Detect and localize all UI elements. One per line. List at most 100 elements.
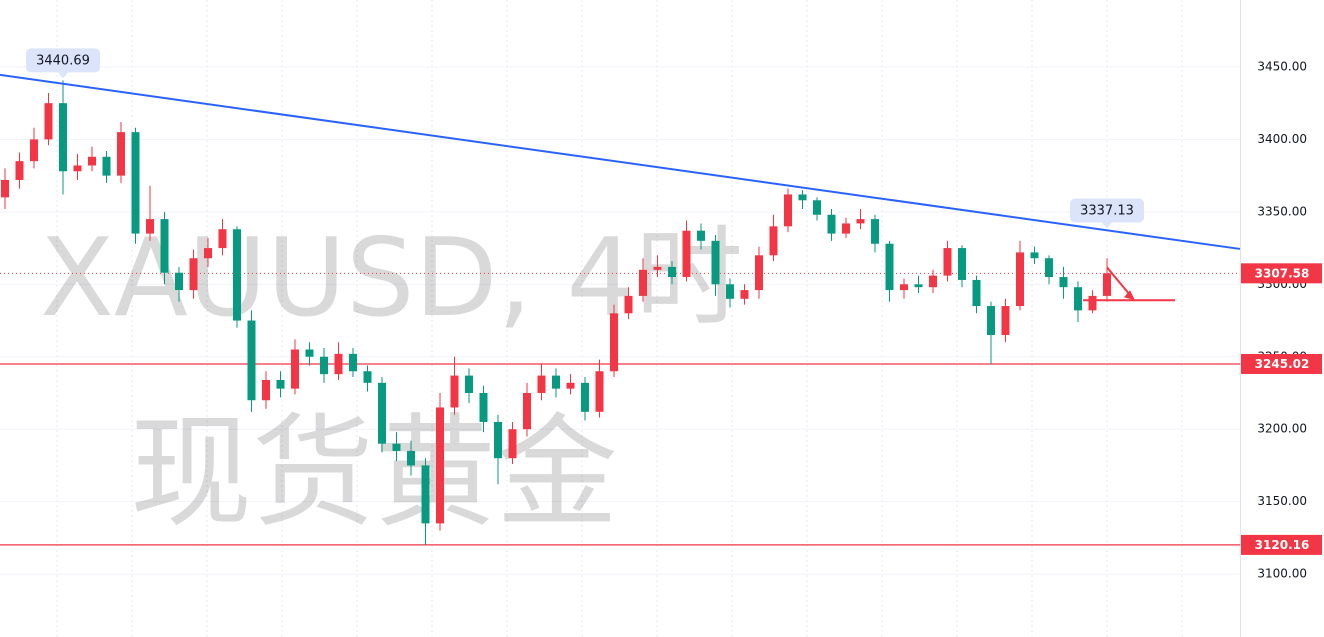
candle-body (465, 375, 473, 393)
candle-body (1045, 258, 1053, 278)
y-tick-label: 3350.00 (1257, 204, 1307, 218)
candle-body (1059, 277, 1068, 288)
watermark: XAUUSD, 4时 (40, 216, 743, 341)
candle-body (769, 226, 778, 256)
candle-body (160, 219, 169, 273)
arrow-head (1124, 290, 1135, 301)
price-label-box (1241, 534, 1322, 555)
candle-body (900, 284, 908, 291)
candle-body (378, 382, 386, 444)
candle-body (44, 103, 53, 140)
candle-body (668, 266, 676, 278)
candle-body (407, 450, 415, 466)
candle-body (537, 375, 546, 393)
candle-body (117, 132, 125, 176)
price-label: 3307.58 (1255, 266, 1310, 280)
candle-body (1030, 252, 1039, 259)
candle-body (624, 295, 633, 314)
annotation-box (26, 48, 100, 73)
candle-body (914, 284, 923, 288)
candle-body (30, 139, 38, 162)
candle-body (639, 269, 647, 296)
candle-body (972, 279, 981, 307)
candle-body (392, 443, 401, 451)
candle-body (218, 229, 227, 249)
candle-body (827, 214, 836, 234)
price-label: 3245.02 (1255, 357, 1310, 371)
candle-body (131, 132, 140, 234)
candle-body (987, 306, 995, 336)
candle-body (943, 248, 952, 276)
price-axis (1240, 0, 1324, 637)
candle-body (189, 258, 198, 291)
y-tick-label: 3100.00 (1257, 567, 1307, 581)
candle-body (450, 375, 459, 408)
candle-body (552, 375, 560, 389)
y-tick-label: 3450.00 (1257, 59, 1307, 73)
candle-body (59, 103, 67, 172)
time-grid (0, 0, 1240, 637)
candle-body (581, 382, 589, 412)
candle-body (653, 266, 662, 270)
candle-body (73, 165, 82, 172)
candle-body (1088, 295, 1097, 311)
candle-body (175, 272, 183, 291)
y-tick-label: 3150.00 (1257, 494, 1307, 508)
candle-body (421, 465, 430, 524)
candle-body (566, 382, 575, 389)
candle-body (813, 200, 821, 215)
candle-body (595, 371, 604, 412)
annotation-pointer (1102, 222, 1112, 229)
candle-body (711, 240, 720, 285)
candle-body (1016, 252, 1024, 307)
candle-body (929, 275, 937, 288)
candle-body (233, 229, 241, 321)
candle-body (508, 429, 517, 459)
candle-body (247, 320, 256, 401)
price-label-box (1241, 263, 1322, 284)
candle-body (291, 349, 299, 389)
candle-body (682, 230, 691, 278)
annotation-label: 3440.69 (36, 53, 90, 68)
price-label-box (1241, 353, 1322, 374)
candle-body (1001, 306, 1010, 336)
candle-body (842, 223, 850, 234)
candle-body (88, 156, 96, 166)
arrow (1106, 266, 1132, 297)
candle-body (755, 255, 763, 291)
candle-body (363, 371, 372, 383)
candle-body (320, 356, 328, 375)
candle-body (885, 243, 894, 291)
candle-body (15, 161, 24, 180)
price-label: 3120.16 (1255, 538, 1310, 552)
annotation-box (1070, 198, 1144, 223)
trendline (0, 73, 1241, 250)
candle-body (276, 379, 285, 389)
candle-body (479, 392, 488, 422)
candle-body (1, 179, 9, 198)
candle-body (436, 407, 444, 524)
annotation-pointer (58, 72, 68, 79)
watermark-name: 现货黄金 (130, 402, 618, 544)
candle-body (1074, 287, 1082, 311)
candle-body (958, 248, 966, 280)
candle-body (494, 421, 502, 459)
y-tick-label: 3200.00 (1257, 422, 1307, 436)
candle-body (871, 219, 879, 244)
candle-body (334, 353, 343, 375)
candle-body (726, 284, 734, 299)
axis-labels: 3100.003150.003200.003250.003300.003350.… (1241, 59, 1322, 581)
candle-body (856, 219, 865, 224)
candle-body (740, 290, 749, 299)
candle-body (610, 313, 618, 372)
candle-body (349, 353, 357, 372)
candle-body (798, 194, 807, 201)
candle-body (523, 392, 531, 430)
plot: 3440.69 3337.13 (0, 48, 1241, 546)
candle-body (146, 219, 154, 234)
candle-body (305, 349, 314, 357)
candle-body (262, 379, 270, 401)
candle-body (102, 156, 111, 176)
annotation-label: 3337.13 (1080, 203, 1134, 218)
candle-body (204, 248, 212, 259)
